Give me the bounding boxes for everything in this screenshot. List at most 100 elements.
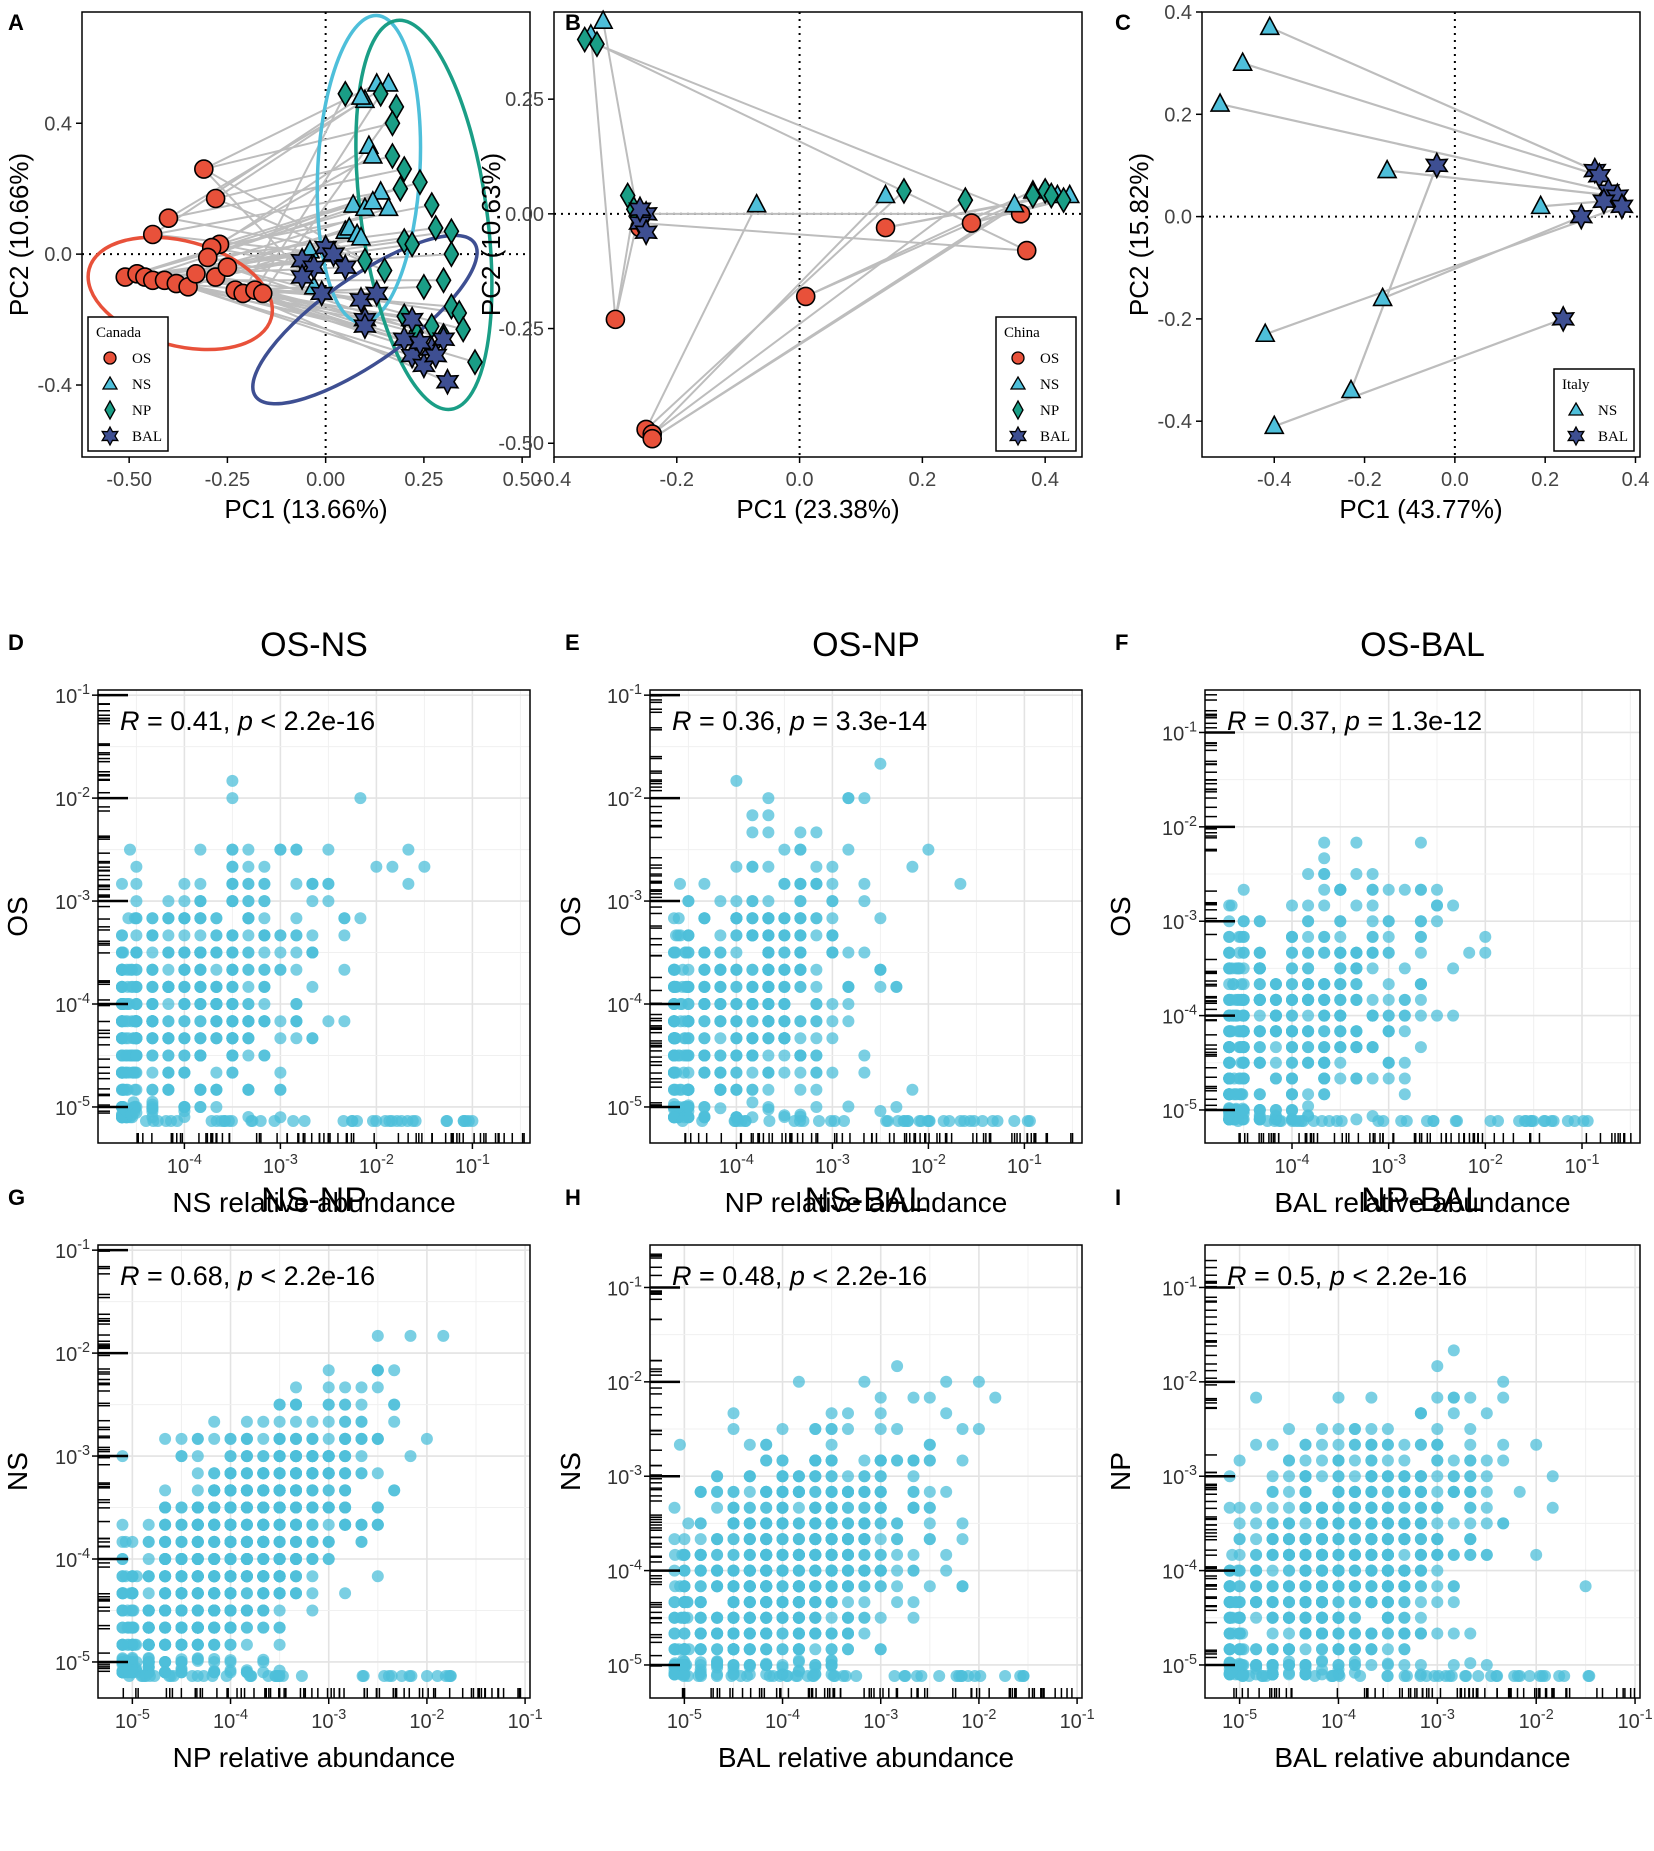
data-point [210,912,223,925]
x-tick-label: 10-5 [667,1707,702,1733]
data-point [907,1485,920,1498]
data-point [457,1115,470,1127]
data-point [711,1564,724,1577]
plot-frame [1201,11,1641,458]
data-point [178,912,191,925]
data-point [746,963,759,976]
data-point [825,1517,838,1530]
point-bal [321,240,346,268]
data-point [1348,1611,1361,1624]
data-point [1398,883,1411,896]
data-point [146,1032,159,1045]
data-point [730,1015,743,1028]
data-point [306,946,319,959]
data-point [694,1485,707,1498]
plot-frame [97,689,531,1144]
data-point [191,1587,204,1600]
data-point [809,1485,822,1498]
data-point [258,860,271,873]
point-np [427,214,444,242]
point-np [443,217,460,245]
data-point [273,1398,286,1411]
data-point [776,1627,789,1640]
stat-label: R = 0.68, p < 2.2e-16 [120,1261,375,1291]
data-point [743,1470,756,1483]
data-point [842,1423,854,1435]
data-point [258,980,271,993]
data-point [210,963,223,976]
x-tick-label: 10-1 [1564,1152,1599,1178]
data-point [322,1015,335,1028]
data-point [123,1670,136,1682]
data-point [240,1432,253,1445]
data-point [1334,946,1347,959]
data-point [242,1083,255,1096]
point-os [875,217,896,238]
ellipse-bal [251,233,479,406]
legend-label-os: OS [132,351,151,367]
x-axis-label: PC1 (13.66%) [224,494,387,524]
data-point [208,1638,221,1651]
data-point [1366,868,1379,880]
data-point [874,1643,887,1656]
data-point [370,860,383,873]
y-tick-label: 10-3 [55,888,90,914]
data-point [1350,1025,1363,1038]
data-point [1334,1041,1347,1054]
data-point [146,1066,159,1079]
data-point [1302,946,1315,959]
connector-line [227,266,444,341]
data-point [825,1501,838,1514]
data-point [162,1049,175,1062]
point-np [576,25,593,54]
data-point [254,1115,267,1127]
data-point [825,1548,838,1561]
data-point [242,860,255,873]
data-point [1223,1025,1236,1038]
data-point [191,1621,204,1634]
data-point [778,980,791,993]
legend-box [87,316,169,452]
x-tick-label: 0.2 [908,469,936,491]
data-point [1318,836,1331,849]
data-point [1223,1113,1236,1126]
data-point [668,963,680,976]
data-point [897,1115,910,1127]
data-point [208,1501,221,1514]
data-point [371,1432,384,1445]
data-point [306,1450,319,1463]
data-point [191,1553,204,1565]
legend-label-np: NP [1040,403,1059,419]
x-tick-label: 0.0 [1441,469,1469,491]
data-point [388,1398,401,1411]
data-point [159,1604,172,1617]
pca-panel-A: A -0.50 -0.25 0.00 0.25 0.50 -0.4 0.0 0.4 PC1 (13… [4,10,542,524]
data-point [1286,1009,1298,1022]
data-point [907,1454,920,1467]
data-point [371,1467,384,1480]
data-point [907,1548,920,1561]
data-point [681,1596,694,1609]
data-point [175,1501,188,1514]
data-point [142,1587,155,1600]
data-point [146,1049,159,1062]
data-point [810,877,823,890]
data-point [891,1564,904,1577]
data-point [923,1391,936,1404]
legend-label-np: NP [132,403,151,419]
data-point [711,1627,724,1640]
data-point [891,1517,904,1530]
data-point [813,1115,825,1127]
data-point [1579,1580,1592,1593]
y-tick-label: 10-4 [1162,1003,1197,1029]
y-tick-label: 10-5 [607,1652,642,1678]
point-ns [342,193,364,213]
data-point [907,1611,920,1624]
data-point [1253,1009,1266,1022]
data-point [1366,883,1379,896]
data-point [1447,899,1460,912]
data-point [746,1096,759,1109]
data-point [175,1604,188,1617]
data-point [810,998,823,1010]
data-point [224,1501,237,1514]
